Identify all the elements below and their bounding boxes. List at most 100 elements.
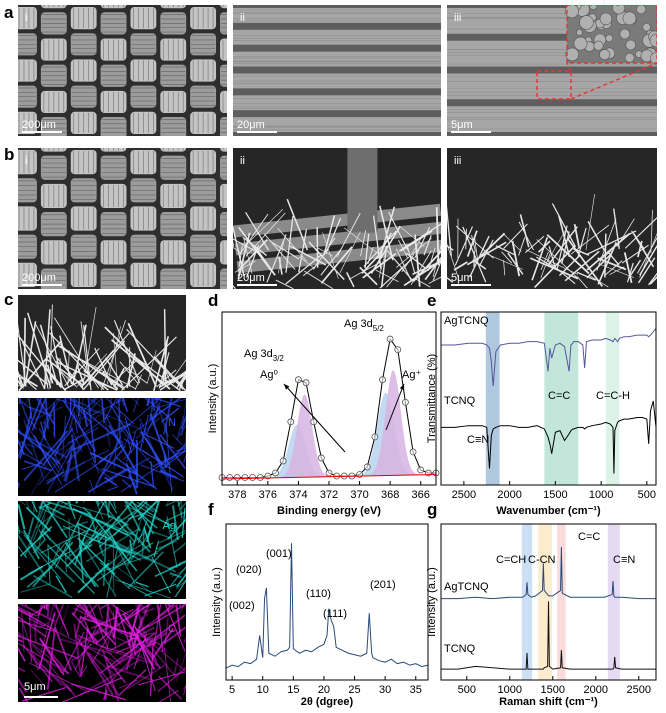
scale-label: 200μm — [22, 119, 56, 131]
image-texture — [580, 16, 594, 30]
annotation: (110) — [306, 588, 331, 600]
scale-label: 5μm — [451, 272, 473, 284]
x-tick-label: 378 — [228, 489, 246, 501]
sem-image — [11, 0, 246, 165]
data-point — [387, 336, 393, 342]
image-texture — [113, 537, 114, 591]
panel-label: d — [208, 291, 218, 310]
image-texture — [233, 5, 441, 136]
image-texture — [0, 402, 19, 415]
x-tick-label: 1000 — [498, 684, 522, 696]
data-point — [257, 474, 263, 480]
annotation-text: Ag 3d — [244, 348, 273, 360]
image-texture — [71, 0, 97, 3]
data-point — [234, 474, 240, 480]
data-point — [280, 458, 286, 464]
panel-label: g — [427, 500, 437, 519]
image-texture — [165, 309, 166, 384]
annotation: (201) — [370, 579, 396, 591]
x-tick-label: 15 — [287, 684, 299, 696]
image-texture — [576, 29, 582, 35]
y-axis-label: Intensity (a.u.) — [426, 567, 438, 637]
image-texture — [179, 540, 242, 564]
image-texture — [605, 234, 606, 278]
data-point — [288, 419, 294, 425]
data-point — [395, 347, 401, 353]
y-axis-label: Intensity (a.u.) — [211, 567, 223, 637]
image-texture — [574, 37, 587, 50]
image-texture — [643, 23, 651, 31]
band — [486, 312, 500, 485]
data-point — [334, 473, 340, 479]
plot-frame — [226, 524, 428, 680]
series-label: AgTCNQ — [444, 581, 489, 593]
sem-image — [447, 0, 663, 136]
series-line — [226, 543, 428, 668]
data-point — [242, 474, 248, 480]
annotation: (002) — [229, 600, 255, 612]
x-tick-label: 30 — [379, 684, 391, 696]
band-label: C-CN — [528, 554, 556, 566]
image-texture — [347, 148, 377, 233]
annotation-text: Ag⁰ — [260, 369, 278, 381]
arrow-head — [400, 384, 404, 390]
image-texture — [220, 297, 246, 321]
annotation: (020) — [236, 564, 262, 576]
image-texture — [6, 378, 20, 416]
image-texture — [233, 95, 441, 110]
band — [538, 524, 552, 680]
annotation-text: (201) — [370, 579, 396, 591]
x-tick-label: 10 — [257, 684, 269, 696]
image-label: iii — [454, 155, 461, 167]
x-tick-label: 2500 — [452, 489, 476, 501]
series-label: TCNQ — [444, 395, 476, 407]
annotation: Ag 3d3/2 — [244, 348, 284, 363]
x-tick-label: 370 — [350, 489, 368, 501]
image-texture — [606, 35, 613, 42]
image-texture — [185, 560, 196, 575]
data-point — [418, 467, 424, 473]
x-axis-label: Raman shift (cm⁻¹) — [499, 696, 598, 708]
map-label: C — [168, 623, 176, 635]
data-point — [273, 470, 279, 476]
data-point — [227, 474, 233, 480]
x-tick-label: 2500 — [627, 684, 651, 696]
image-texture — [599, 49, 609, 59]
y-axis-label: Intensity (a.u.) — [207, 364, 219, 434]
sem-image — [233, 5, 441, 136]
map-label: N — [168, 417, 176, 429]
band-label: C≡N — [467, 434, 489, 446]
image-label: i — [25, 155, 27, 167]
x-tick-label: 20 — [318, 684, 330, 696]
image-texture — [636, 5, 645, 14]
image-texture — [8, 484, 20, 534]
y-axis-label: Transmittance (%) — [426, 354, 438, 443]
annotation-text: (002) — [229, 600, 255, 612]
band-label: C≡N — [613, 554, 635, 566]
map-label: Ag — [163, 520, 176, 532]
image-texture — [0, 557, 20, 568]
image-texture — [317, 227, 318, 268]
image-label: ii — [240, 12, 245, 24]
annotation-sub: 3/2 — [273, 354, 285, 363]
image-label: i — [25, 12, 27, 24]
annotation-text: (020) — [236, 564, 262, 576]
panel-label: a — [4, 3, 14, 22]
x-tick-label: 2000 — [584, 684, 608, 696]
scale-label: 5μm — [24, 681, 46, 693]
data-point — [250, 474, 256, 480]
band-label: C=C — [548, 390, 570, 402]
annotation-text: (001) — [266, 548, 292, 560]
sem-image — [207, 148, 453, 289]
image-texture — [620, 29, 630, 39]
image-texture — [0, 464, 20, 485]
x-axis-label: 2θ (dgree) — [301, 696, 354, 708]
x-tick-label: 368 — [381, 489, 399, 501]
x-tick-label: 25 — [348, 684, 360, 696]
panel-label: c — [4, 290, 13, 309]
image-texture — [613, 2, 625, 14]
annotation-text: (111) — [323, 608, 347, 620]
